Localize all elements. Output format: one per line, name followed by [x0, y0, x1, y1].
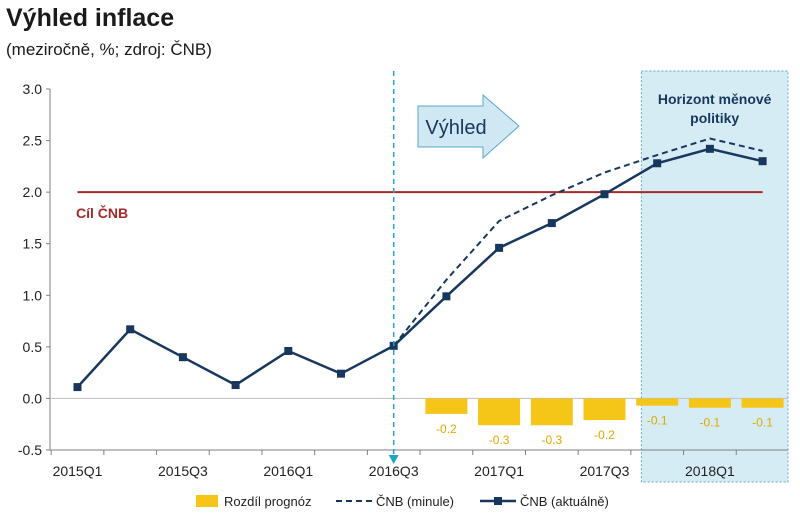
- series-point-current: [284, 346, 293, 355]
- series-point-current: [653, 159, 662, 168]
- policy-horizon-label: politiky: [690, 110, 739, 126]
- difference-bar-label: -0.1: [647, 414, 668, 428]
- y-tick-label: -0.5: [18, 442, 42, 458]
- series-point-current: [337, 369, 345, 378]
- difference-bar: [478, 398, 521, 426]
- difference-bar: [425, 398, 468, 414]
- legend-marker-current: [494, 497, 502, 505]
- series-point-current: [600, 190, 609, 199]
- x-tick-label: 2017Q1: [474, 463, 524, 479]
- legend-label-current: ČNB (aktuálně): [520, 494, 609, 509]
- difference-bar-label: -0.3: [541, 433, 562, 447]
- forecast-start-arrowhead: [388, 455, 399, 464]
- y-tick-label: 1.0: [23, 287, 43, 303]
- y-tick-label: 3.0: [23, 81, 43, 97]
- policy-horizon-label: Horizont měnové: [658, 91, 772, 107]
- difference-bar-label: -0.2: [436, 422, 457, 436]
- outlook-arrow: [417, 93, 520, 160]
- difference-bar: [636, 398, 679, 406]
- difference-bar: [530, 398, 573, 426]
- difference-bar: [583, 398, 626, 421]
- series-point-current: [495, 243, 504, 252]
- series-point-current: [705, 144, 714, 153]
- series-point-current: [442, 292, 451, 301]
- legend-label-difference: Rozdíl prognóz: [224, 494, 311, 509]
- difference-bar-label: -0.3: [489, 433, 510, 447]
- x-tick-label: 2018Q1: [685, 463, 735, 479]
- series-line-current: [76, 147, 763, 388]
- x-tick-label: 2016Q1: [263, 463, 313, 479]
- legend-label-previous: ČNB (minule): [376, 494, 454, 509]
- chart-subtitle: (meziročně, %; zdroj: ČNB): [6, 40, 212, 59]
- series-point-current: [547, 219, 556, 228]
- difference-bar-label: -0.1: [752, 416, 773, 430]
- legend-swatch-difference: [196, 495, 218, 507]
- x-tick-label: 2017Q3: [580, 463, 630, 479]
- series-point-current: [231, 381, 240, 390]
- y-tick-label: 1.5: [23, 236, 43, 252]
- target-label: Cíl ČNB: [76, 204, 128, 221]
- x-tick-label: 2016Q3: [369, 463, 419, 479]
- difference-bar-label: -0.1: [700, 416, 721, 430]
- difference-bar-label: -0.2: [594, 428, 615, 442]
- y-tick-label: 2.0: [23, 184, 43, 200]
- series-point-current: [126, 325, 135, 334]
- y-tick-label: 0.5: [23, 339, 43, 355]
- chart-title: Výhled inflace: [6, 4, 175, 32]
- y-tick-label: 2.5: [23, 133, 43, 149]
- outlook-label: Výhled: [425, 117, 486, 139]
- series-point-current: [758, 157, 767, 166]
- x-tick-label: 2015Q1: [53, 463, 103, 479]
- y-tick-label: 0.0: [23, 390, 43, 406]
- x-tick-label: 2015Q3: [158, 463, 208, 479]
- difference-bar: [741, 398, 784, 408]
- series-point-current: [178, 353, 187, 362]
- series-line-previous: [392, 137, 763, 347]
- series-point-current: [73, 383, 82, 392]
- difference-bar: [688, 398, 731, 408]
